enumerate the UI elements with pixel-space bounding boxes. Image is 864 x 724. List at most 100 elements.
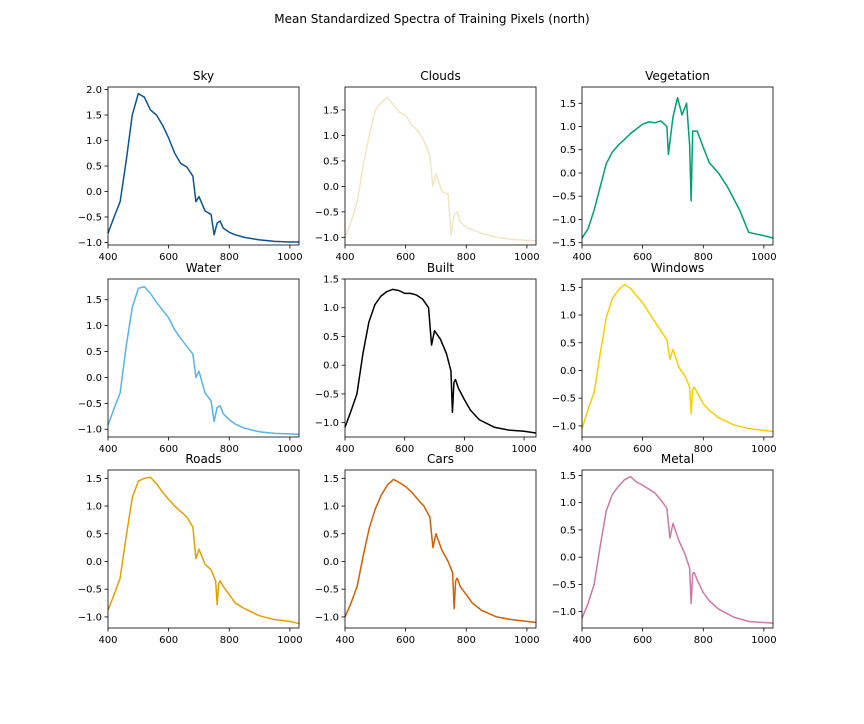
- x-tick-label: 400: [335, 252, 354, 263]
- y-tick-label: 0.0: [86, 187, 102, 198]
- y-tick-label: 0.0: [560, 553, 576, 564]
- panel-roads: Roads 400 600 800 1000 −1.0 −0.5 0.0 0.5 1.0 1.5: [78, 452, 303, 646]
- panel-title: Cars: [427, 452, 454, 466]
- y-tick-label: 0.0: [323, 361, 339, 372]
- y-tick-label: 0.5: [323, 156, 339, 167]
- x-tick-label: 1000: [751, 635, 776, 646]
- panel-vegetation: Vegetation 400 600 800 1000 −1.5 −1.0 −0.5 0.0 0.…: [552, 69, 777, 263]
- x-tick-label: 1000: [277, 635, 302, 646]
- axes-frame: [581, 278, 774, 438]
- series-line-roads: [107, 476, 300, 625]
- x-tick-label: 800: [220, 252, 239, 263]
- x-tick-label: 400: [335, 444, 354, 455]
- y-tick-label: −0.5: [78, 212, 102, 223]
- x-tick-label: 600: [396, 252, 415, 263]
- panel-cars: Cars 400 600 800 1000 −1.0 −0.5 0.0 0.5 1.0 1.5: [315, 452, 540, 646]
- y-tick-label: −1.0: [315, 233, 339, 244]
- series-line-sky: [107, 92, 299, 243]
- x-tick-label: 400: [98, 444, 117, 455]
- x-tick-label: 600: [159, 252, 178, 263]
- x-tick-label: 800: [694, 444, 713, 455]
- series-line-vegetation: [581, 96, 774, 239]
- y-tick-label: 1.5: [86, 295, 102, 306]
- x-tick-label: 600: [159, 635, 178, 646]
- y-tick-label: 1.0: [560, 498, 576, 509]
- panel-title: Water: [186, 261, 222, 275]
- y-tick-label: 1.0: [560, 122, 576, 133]
- y-tick-label: −0.5: [315, 389, 339, 400]
- y-tick-label: 1.5: [560, 471, 576, 482]
- panel-title: Metal: [661, 452, 694, 466]
- y-tick-label: 1.0: [323, 131, 339, 142]
- axes-frame: [581, 86, 774, 246]
- y-tick-label: 0.0: [323, 557, 339, 568]
- y-tick-label: 0.0: [323, 182, 339, 193]
- y-tick-label: 0.0: [560, 168, 576, 179]
- x-tick-label: 800: [457, 252, 476, 263]
- y-tick-label: 1.0: [560, 311, 576, 322]
- y-tick-label: 1.5: [86, 111, 102, 122]
- x-tick-label: 1000: [511, 444, 536, 455]
- y-tick-label: 1.0: [86, 136, 102, 147]
- y-tick-label: −0.5: [78, 399, 102, 410]
- x-tick-label: 600: [159, 444, 178, 455]
- panel-title: Sky: [193, 69, 214, 83]
- y-tick-label: 0.5: [86, 162, 102, 173]
- y-tick-label: 0.5: [86, 529, 102, 540]
- panel-metal: Metal 400 600 800 1000 −1.0 −0.5 0.0 0.5 1.0 1.5: [552, 452, 777, 646]
- y-tick-label: 0.5: [323, 529, 339, 540]
- y-tick-label: −0.5: [315, 585, 339, 596]
- series-line-metal: [581, 475, 774, 624]
- y-tick-label: 0.5: [560, 525, 576, 536]
- y-tick-label: −0.5: [78, 585, 102, 596]
- y-tick-label: 0.0: [86, 557, 102, 568]
- x-tick-label: 800: [220, 444, 239, 455]
- y-tick-label: 0.0: [560, 366, 576, 377]
- y-tick-label: 1.5: [560, 99, 576, 110]
- y-tick-label: 1.0: [323, 502, 339, 513]
- x-tick-label: 400: [572, 635, 591, 646]
- panel-windows: Windows 400 600 800 1000 −1.0 −0.5 0.0 0.5 1.0 1.5: [552, 261, 777, 455]
- axes-frame: [581, 469, 774, 629]
- panel-water: Water 400 600 800 1000 −1.0 −0.5 0.0 0.5 1.0 1.5: [78, 261, 303, 455]
- y-tick-label: 1.5: [86, 474, 102, 485]
- axes-frame: [344, 469, 537, 629]
- x-tick-label: 800: [457, 635, 476, 646]
- x-tick-label: 600: [633, 252, 652, 263]
- axes-frame: [107, 86, 300, 246]
- y-tick-label: −1.0: [315, 612, 339, 623]
- y-tick-label: 0.5: [560, 338, 576, 349]
- axes-frame: [344, 278, 537, 438]
- series-line-windows: [581, 283, 774, 433]
- panel-sky: Sky 400 600 800 1000 −1.0 −0.5 0.0 0.5 1.0 1.5 2.0: [78, 69, 303, 263]
- x-tick-label: 600: [633, 635, 652, 646]
- y-tick-label: 1.0: [86, 321, 102, 332]
- x-tick-label: 600: [395, 444, 414, 455]
- panel-built: Built 400 600 800 1000 −1.0 −0.5 0.0 0.5 1.0 1.5: [315, 261, 537, 455]
- y-tick-label: 1.0: [323, 303, 339, 314]
- series-line-built: [344, 288, 537, 434]
- y-tick-label: 0.5: [323, 332, 339, 343]
- panel-title: Roads: [185, 452, 221, 466]
- y-tick-label: −1.5: [552, 238, 576, 249]
- x-tick-label: 400: [98, 252, 117, 263]
- x-tick-label: 400: [98, 635, 117, 646]
- x-tick-label: 1000: [277, 252, 302, 263]
- y-tick-label: −0.5: [552, 394, 576, 405]
- x-tick-label: 400: [572, 252, 591, 263]
- y-tick-label: −1.0: [552, 421, 576, 432]
- y-tick-label: −1.0: [315, 418, 339, 429]
- series-line-clouds: [344, 96, 537, 242]
- panel-title: Vegetation: [645, 69, 710, 83]
- series-line-water: [107, 286, 300, 436]
- x-tick-label: 1000: [514, 252, 539, 263]
- x-tick-label: 1000: [514, 635, 539, 646]
- axes-frame: [344, 86, 537, 246]
- y-tick-label: −0.5: [315, 207, 339, 218]
- series-line-cars: [344, 478, 537, 624]
- panel-clouds: Clouds 400 600 800 1000 −1.0 −0.5 0.0 0.5 1.0 1.5: [315, 69, 540, 263]
- y-tick-label: 2.0: [86, 85, 102, 96]
- axes-frame: [107, 278, 300, 438]
- x-tick-label: 1000: [751, 252, 776, 263]
